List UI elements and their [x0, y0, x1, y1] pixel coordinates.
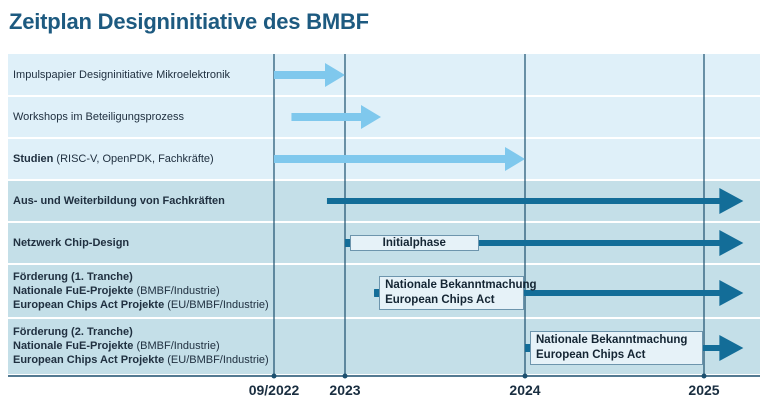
- row-background: [8, 96, 760, 138]
- light-arrow: [291, 105, 381, 129]
- row-label-segment: Workshops im Beteiligungsprozess: [13, 111, 184, 123]
- row-label: Impulspapier Designinitiative Mikroelekt…: [13, 68, 230, 82]
- row-label: Workshops im Beteiligungsprozess: [13, 110, 184, 124]
- phase-line: European Chips Act: [536, 349, 646, 361]
- phase-start-marker: [374, 289, 380, 297]
- row-label: Studien (RISC-V, OpenPDK, Fachkräfte): [13, 152, 214, 166]
- phase-box: Nationale Bekanntmachung European Chips A…: [379, 276, 537, 310]
- row-label-line: Studien (RISC-V, OpenPDK, Fachkräfte): [13, 152, 214, 166]
- dark-arrow: [345, 230, 744, 256]
- row-label-segment: European Chips Act Projekte: [13, 299, 165, 311]
- row-label-segment: Förderung (1. Tranche): [13, 271, 133, 283]
- phase-start-marker: [345, 239, 350, 247]
- tick-label: 2025: [688, 382, 720, 398]
- row-label-line: Förderung (1. Tranche): [13, 270, 269, 284]
- row-label-line: Förderung (2. Tranche): [13, 325, 269, 339]
- row-label-segment: European Chips Act Projekte: [13, 354, 165, 366]
- gridline-marker: [522, 373, 528, 379]
- row-label-segment: Impulspapier Designinitiative Mikroelekt…: [13, 69, 231, 81]
- row-label-line: Workshops im Beteiligungsprozess: [13, 110, 184, 124]
- phase-box: Initialphase: [350, 235, 479, 251]
- tick-label: 2023: [329, 382, 361, 398]
- row-label: Förderung (1. Tranche) Nationale FuE-Proj…: [13, 270, 269, 312]
- phase-line: Nationale Bekanntmachung: [536, 334, 688, 346]
- row-label-segment: Förderung (2. Tranche): [13, 326, 133, 338]
- light-arrow: [274, 63, 345, 87]
- row-label: Förderung (2. Tranche) Nationale FuE-Proj…: [13, 325, 269, 367]
- phase-line: Nationale Bekanntmachung: [385, 279, 537, 291]
- row-label-segment: (BMBF/Industrie): [133, 340, 220, 352]
- row-label-segment: Nationale FuE-Projekte: [13, 340, 134, 352]
- row-label-line: Nationale FuE-Projekte (BMBF/Industrie): [13, 339, 269, 353]
- gridline-marker: [271, 373, 277, 379]
- chart-title: Zeitplan Designinitiative des BMBF: [9, 9, 369, 34]
- phase-line: Initialphase: [382, 237, 446, 249]
- row-label-segment: (EU/BMBF/Industrie): [164, 354, 269, 366]
- row-label-line: Nationale FuE-Projekte (BMBF/Industrie): [13, 284, 269, 298]
- row-label-line: European Chips Act Projekte (EU/BMBF/Ind…: [13, 298, 269, 312]
- row-label-segment: Netzwerk Chip-Design: [13, 237, 130, 249]
- row-label-segment: (BMBF/Industrie): [133, 285, 220, 297]
- tick-label: 2024: [509, 382, 541, 398]
- row-label: Netzwerk Chip-Design: [13, 236, 129, 250]
- light-arrow: [274, 147, 525, 171]
- row-label-segment: Studien: [13, 153, 54, 165]
- gridline-marker: [701, 373, 707, 379]
- row-label-segment: Aus- und Weiterbildung von Fachkräften: [13, 195, 225, 207]
- row-label-segment: (RISC-V, OpenPDK, Fachkräfte): [53, 153, 214, 165]
- dark-arrow: [326, 188, 744, 214]
- gridline-marker: [342, 373, 348, 379]
- row-label-segment: Nationale FuE-Projekte: [13, 285, 134, 297]
- row-background: [8, 54, 760, 96]
- phase-box: Nationale Bekanntmachung European Chips A…: [530, 331, 703, 365]
- row-label-segment: (EU/BMBF/Industrie): [164, 299, 269, 311]
- phase-start-marker: [525, 344, 530, 352]
- row-label: Aus- und Weiterbildung von Fachkräften: [13, 194, 225, 208]
- phase-line: European Chips Act: [385, 294, 495, 306]
- row-label-line: Impulspapier Designinitiative Mikroelekt…: [13, 68, 230, 82]
- row-label-line: European Chips Act Projekte (EU/BMBF/Ind…: [13, 353, 269, 367]
- tick-label: 09/2022: [248, 382, 300, 398]
- row-label-line: Netzwerk Chip-Design: [13, 236, 129, 250]
- dark-arrow: [374, 280, 744, 306]
- row-label-line: Aus- und Weiterbildung von Fachkräften: [13, 194, 225, 208]
